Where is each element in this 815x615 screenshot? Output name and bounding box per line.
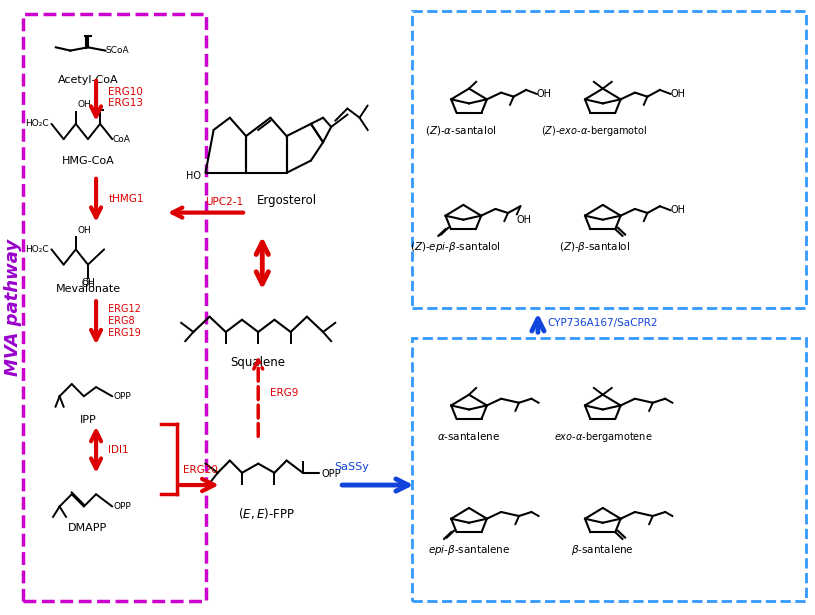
- Text: Squalene: Squalene: [231, 357, 286, 370]
- Text: $(Z)$-$\alpha$-santalol: $(Z)$-$\alpha$-santalol: [425, 124, 496, 137]
- Text: SaSSy: SaSSy: [334, 462, 369, 472]
- Text: Acetyl-CoA: Acetyl-CoA: [58, 75, 118, 85]
- Text: OH: OH: [77, 100, 91, 108]
- Text: ERG20: ERG20: [183, 465, 218, 475]
- Text: UPC2-1: UPC2-1: [205, 197, 244, 207]
- Text: OPP: OPP: [114, 392, 132, 401]
- Text: ERG10
ERG13: ERG10 ERG13: [108, 87, 143, 108]
- Text: $(Z)$-$exo$-$\alpha$-bergamotol: $(Z)$-$exo$-$\alpha$-bergamotol: [541, 124, 648, 138]
- Text: OH: OH: [537, 89, 552, 99]
- Text: OPP: OPP: [321, 469, 341, 479]
- Text: $exo$-$\alpha$-bergamotene: $exo$-$\alpha$-bergamotene: [553, 430, 652, 443]
- Text: Mevalonate: Mevalonate: [55, 284, 121, 294]
- Text: SCoA: SCoA: [105, 46, 129, 55]
- Text: OH: OH: [77, 226, 91, 236]
- Text: HO₂C: HO₂C: [25, 245, 49, 254]
- Text: $(Z)$-$epi$-$\beta$-santalol: $(Z)$-$epi$-$\beta$-santalol: [410, 240, 500, 254]
- Text: OH: OH: [81, 278, 95, 287]
- Text: ERG9: ERG9: [271, 388, 299, 398]
- Text: $(E,E)$-FPP: $(E,E)$-FPP: [238, 507, 295, 522]
- Text: HO₂C: HO₂C: [25, 119, 49, 129]
- Text: $epi$-$\beta$-santalene: $epi$-$\beta$-santalene: [428, 543, 510, 557]
- Text: ERG12
ERG8
ERG19: ERG12 ERG8 ERG19: [108, 304, 141, 338]
- Text: OPP: OPP: [114, 502, 132, 511]
- Text: DMAPP: DMAPP: [68, 523, 108, 533]
- Text: OH: OH: [671, 89, 685, 99]
- Text: MVA pathway: MVA pathway: [3, 239, 21, 376]
- Text: $(Z)$-$\beta$-santalol: $(Z)$-$\beta$-santalol: [559, 240, 630, 254]
- Text: tHMG1: tHMG1: [108, 194, 143, 204]
- Text: CYP736A167/SaCPR2: CYP736A167/SaCPR2: [548, 318, 659, 328]
- Text: OH: OH: [517, 215, 532, 225]
- Text: OH: OH: [671, 205, 685, 215]
- Text: IPP: IPP: [80, 415, 96, 424]
- Text: CoA: CoA: [112, 135, 130, 144]
- Text: Ergosterol: Ergosterol: [257, 194, 317, 207]
- Text: OH: OH: [81, 280, 95, 289]
- Text: HMG-CoA: HMG-CoA: [62, 156, 114, 165]
- Text: HO: HO: [187, 171, 201, 181]
- Text: $\beta$-santalene: $\beta$-santalene: [571, 543, 634, 557]
- Text: $\alpha$-santalene: $\alpha$-santalene: [438, 430, 500, 442]
- Text: IDI1: IDI1: [108, 445, 129, 454]
